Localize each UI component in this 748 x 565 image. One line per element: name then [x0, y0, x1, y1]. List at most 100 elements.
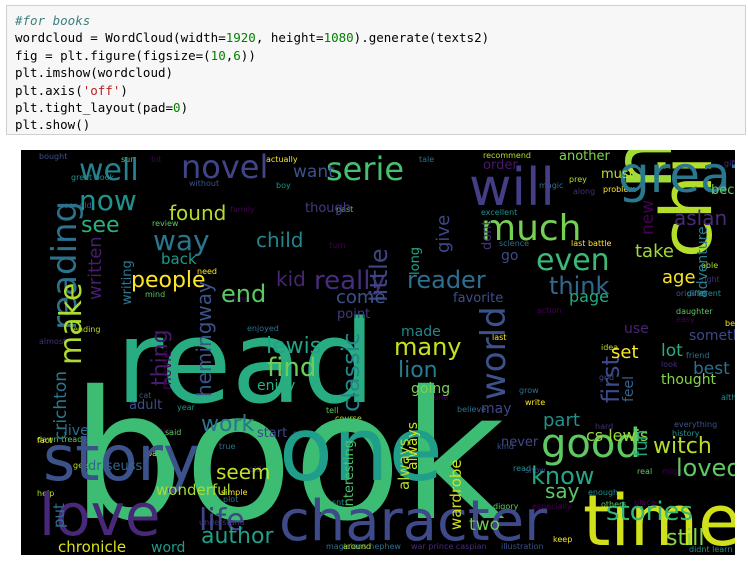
wordcloud-small-word: prey — [569, 175, 587, 184]
code-cell[interactable]: #for books wordcloud = WordCloud(width=19… — [6, 5, 746, 135]
wordcloud-word: serie — [326, 150, 404, 188]
wordcloud-word: enjoy — [257, 378, 295, 394]
wordcloud-small-word: sun — [121, 155, 135, 164]
wordcloud-word: narnia — [596, 150, 691, 190]
wordcloud-word: lot — [661, 341, 683, 361]
wordcloud-small-word: digory — [493, 502, 519, 511]
wordcloud-word: many — [394, 333, 462, 361]
wordcloud-word: back — [161, 250, 197, 268]
wordcloud-word: crichton — [51, 371, 71, 440]
wordcloud-word: always — [395, 438, 413, 490]
wordcloud-small-word: others — [601, 500, 626, 509]
wordcloud-word: little — [365, 248, 393, 302]
wordcloud-small-word: around — [343, 542, 371, 551]
wordcloud-word: made — [401, 324, 441, 340]
wordcloud-small-word: gets — [73, 461, 90, 470]
wordcloud-small-word: original — [676, 289, 706, 298]
wordcloud-word: thing — [148, 329, 173, 386]
wordcloud-word: life — [199, 503, 245, 538]
wordcloud-small-word: year — [177, 403, 196, 412]
wordcloud-word: set — [611, 342, 639, 363]
wordcloud-small-word: plot — [223, 495, 238, 504]
wordcloud-small-word: understand — [199, 518, 245, 527]
wordcloud-word: story — [43, 422, 200, 495]
wordcloud-small-word: along — [573, 187, 595, 196]
wordcloud-word: chronicle — [58, 538, 126, 555]
wordcloud-word: say — [545, 479, 580, 503]
wordcloud-word: love — [39, 481, 161, 549]
code-token: plt.show() — [15, 117, 91, 133]
wordcloud-small-word: mind — [145, 290, 165, 299]
wordcloud-small-word: last battle — [571, 239, 611, 248]
wordcloud-small-word: help — [37, 489, 54, 498]
wordcloud-small-word: easy — [676, 315, 695, 324]
wordcloud-word: use — [624, 321, 649, 337]
code-token: ) — [180, 100, 189, 116]
wordcloud-small-word: god — [599, 373, 614, 382]
wordcloud-word: novel — [181, 150, 268, 186]
wordcloud-word: make — [54, 283, 89, 365]
wordcloud-word: work — [201, 412, 254, 437]
wordcloud-word: great — [618, 150, 735, 204]
wordcloud-small-word: read — [513, 464, 531, 473]
wordcloud-word: author — [201, 524, 274, 549]
wordcloud-small-word: write — [525, 398, 545, 407]
wordcloud-output: bought great book sun bit actually tale recomm… — [21, 150, 735, 555]
wordcloud-word: hemingway — [192, 281, 216, 397]
wordcloud-word: though — [305, 201, 351, 216]
wordcloud-small-word: year old — [59, 201, 92, 210]
wordcloud-word: give — [433, 215, 454, 253]
wordcloud-small-word: picture — [293, 429, 321, 438]
wordcloud-word: well — [79, 153, 139, 188]
wordcloud-small-word: beginning — [725, 319, 735, 328]
code-token: plt.axis( — [15, 82, 83, 98]
wordcloud-small-word: without — [189, 179, 219, 188]
wordcloud-small-word: old — [249, 465, 261, 474]
code-token: 1920 — [225, 30, 256, 46]
wordcloud-small-word: hard — [595, 422, 613, 431]
wordcloud-word: live — [64, 423, 89, 439]
wordcloud-word: may — [481, 401, 512, 417]
wordcloud-small-word: said — [165, 428, 181, 437]
wordcloud-small-word: different — [687, 289, 721, 298]
wordcloud-word: classic — [337, 333, 365, 412]
code-token: 1080 — [323, 30, 354, 46]
wordcloud-word: read — [116, 296, 375, 430]
wordcloud-small-word: action — [537, 306, 562, 315]
wordcloud-word: child — [256, 228, 303, 252]
wordcloud-word: first — [597, 356, 625, 403]
wordcloud-small-word: anyone — [419, 393, 449, 402]
wordcloud-small-word: family — [230, 205, 255, 214]
code-editor[interactable]: #for books wordcloud = WordCloud(width=19… — [15, 12, 745, 134]
wordcloud-small-word: recommend — [483, 151, 531, 160]
wordcloud-word: go — [501, 248, 518, 264]
wordcloud-small-word: science — [499, 239, 529, 248]
wordcloud-small-word: man — [255, 500, 273, 509]
code-token: 0 — [173, 100, 181, 116]
wordcloud-small-word: boy — [276, 181, 291, 190]
wordcloud-small-word: although — [721, 393, 735, 402]
wordcloud-word: children — [646, 150, 728, 258]
wordcloud-word: put — [50, 503, 68, 528]
code-line: wordcloud = WordCloud(width=1920, height… — [15, 29, 745, 46]
code-token: 6 — [233, 47, 241, 63]
wordcloud-small-word: enough — [588, 488, 618, 497]
wordcloud-background — [21, 150, 735, 555]
wordcloud-word: reader — [407, 266, 486, 294]
wordcloud-word: feel — [621, 376, 637, 402]
code-token: 10 — [210, 47, 226, 63]
code-token: plt.imshow(wordcloud) — [15, 65, 174, 81]
wordcloud-word: new — [638, 200, 658, 235]
wordcloud-word: aslan — [674, 206, 727, 230]
wordcloud-word: favorite — [453, 291, 503, 306]
wordcloud-small-word: magic — [539, 181, 563, 190]
wordcloud-small-word: last — [492, 333, 506, 342]
wordcloud-word: lewis — [266, 334, 321, 359]
wordcloud-small-word: tell — [326, 406, 339, 415]
wordcloud-word: adult — [129, 398, 162, 413]
wordcloud-word: word — [151, 540, 185, 555]
wordcloud-word: always — [405, 422, 421, 470]
code-line: plt.tight_layout(pad=0) — [15, 99, 745, 116]
wordcloud-word: now — [79, 184, 137, 217]
wordcloud-word: start — [257, 426, 287, 441]
